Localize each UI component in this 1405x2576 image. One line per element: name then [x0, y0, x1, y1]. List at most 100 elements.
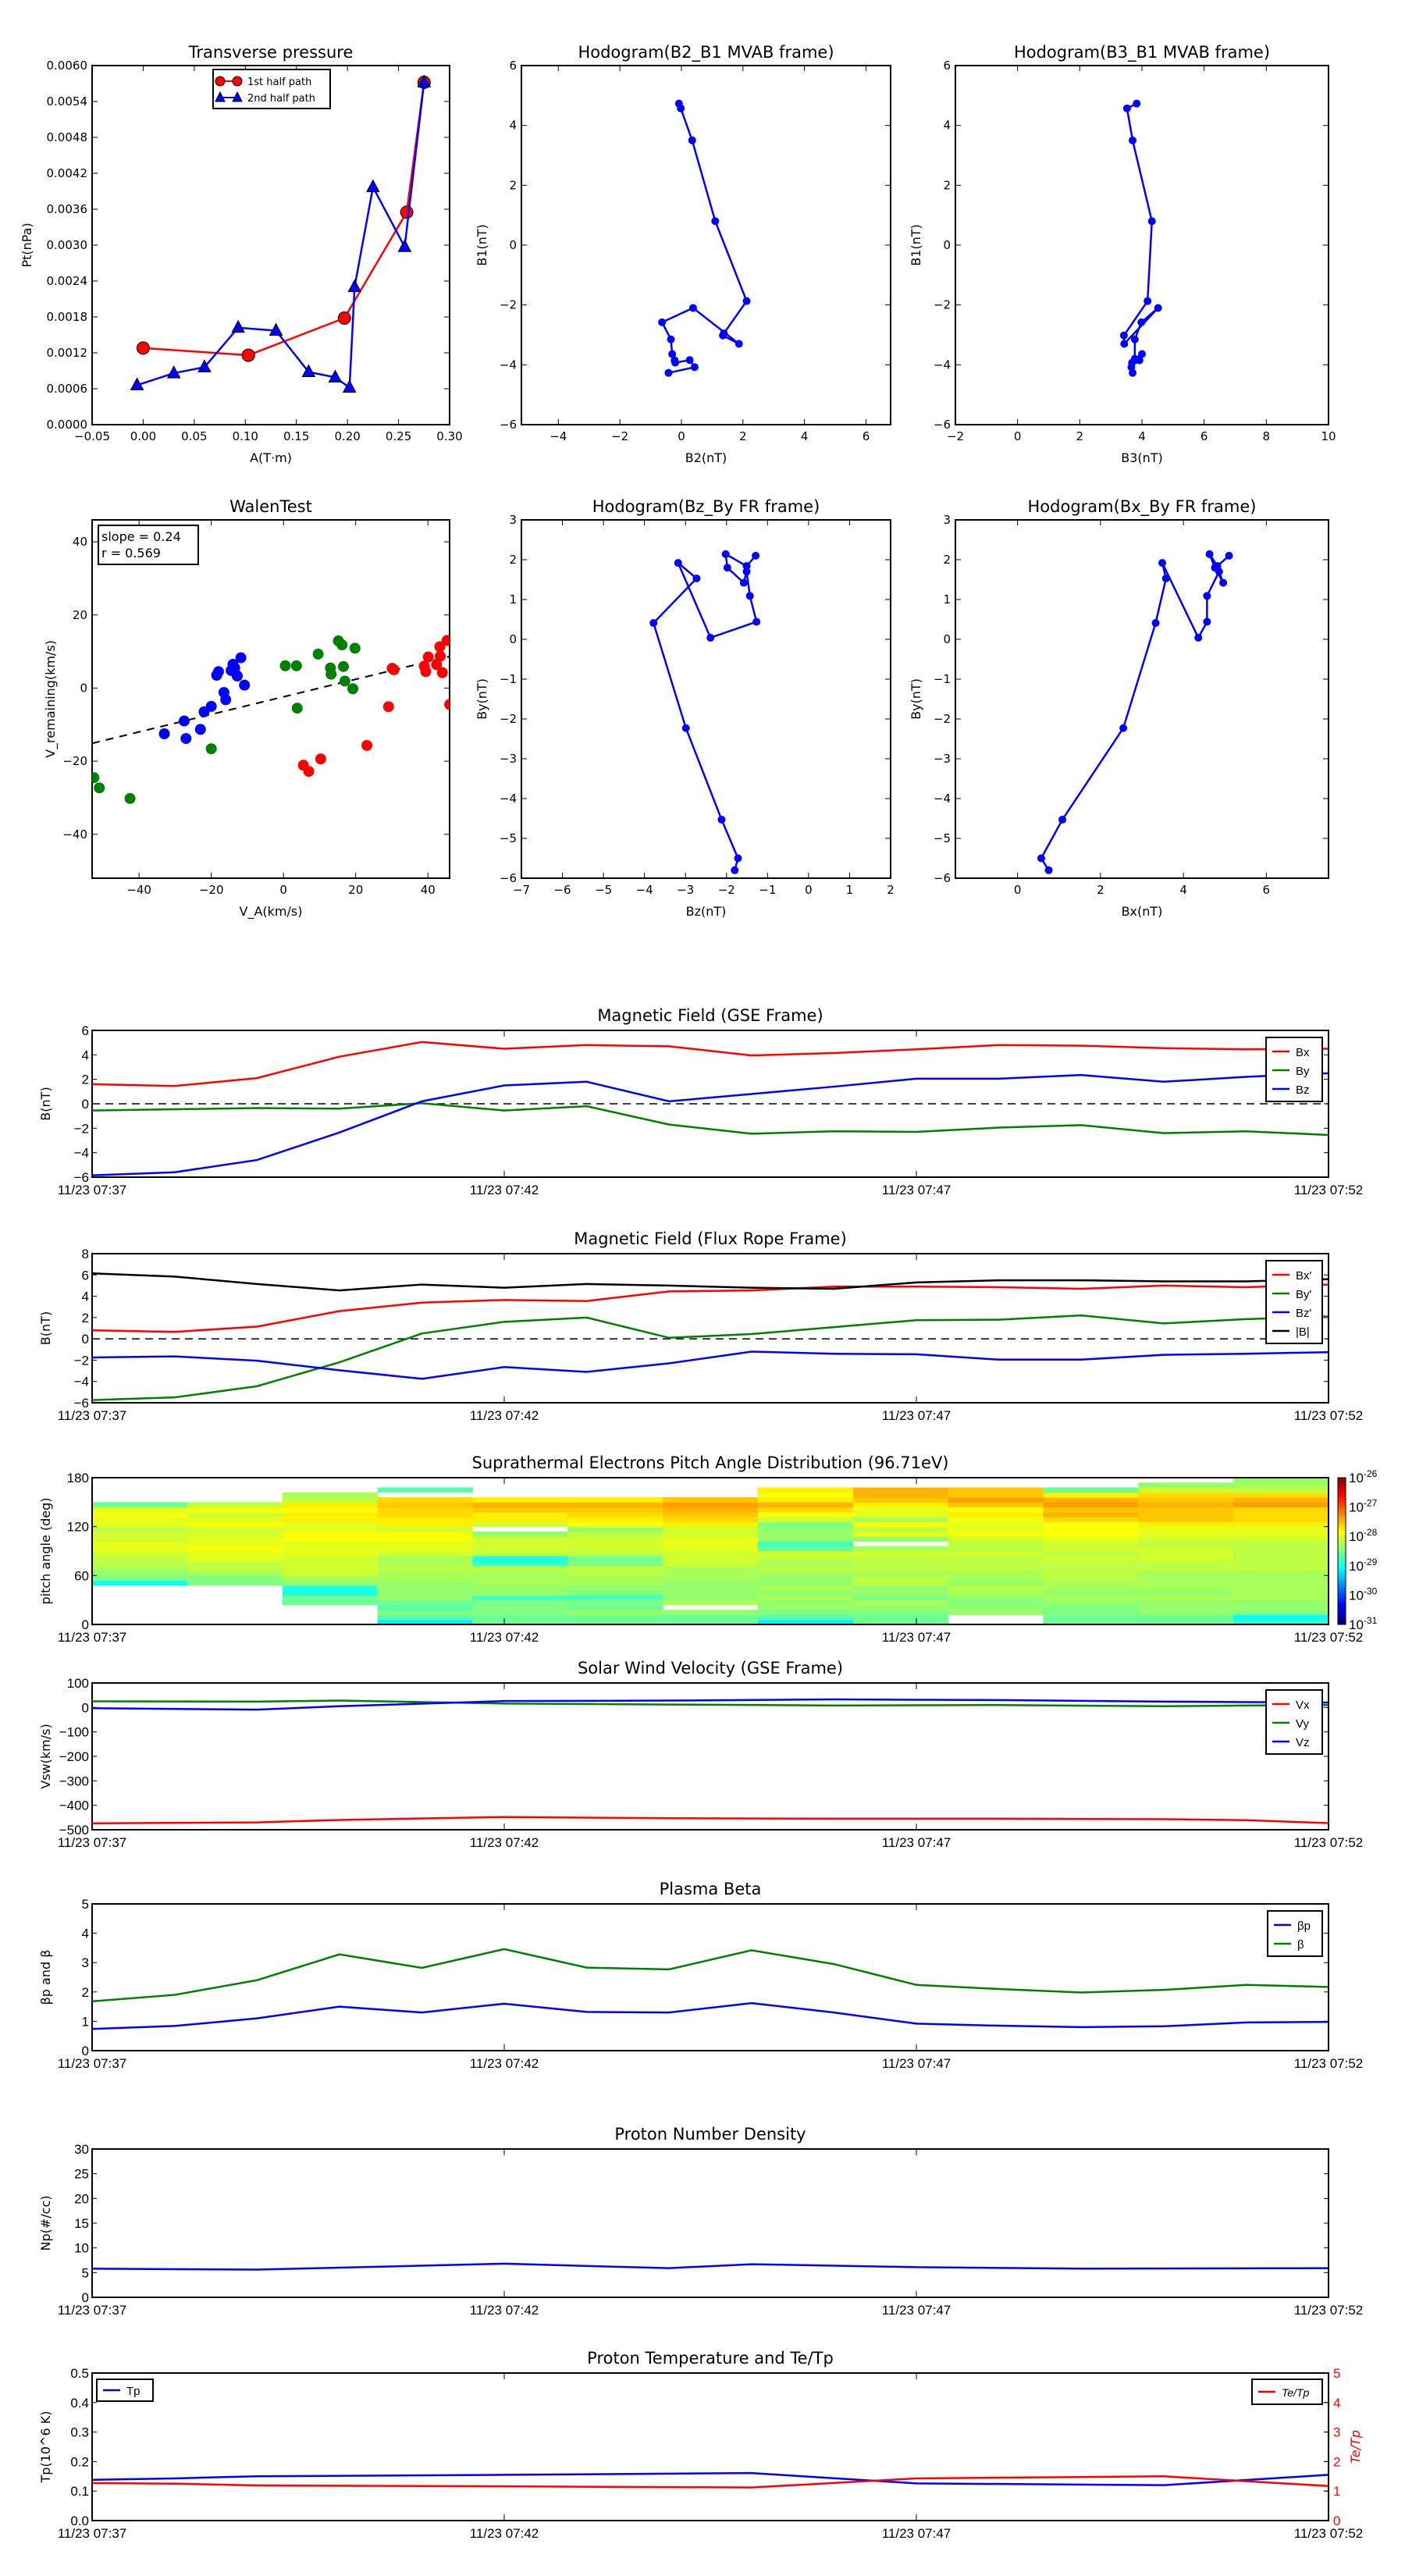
heatmap-cell — [1138, 1614, 1234, 1621]
y-tick-label: 3 — [82, 1955, 89, 1970]
dot-marker — [1138, 350, 1146, 358]
dot-marker — [1144, 297, 1152, 305]
x-tick-label: 11/23 07:52 — [1294, 1835, 1364, 1850]
y-tick-label: 0.0018 — [47, 310, 88, 324]
heatmap-cell — [377, 1595, 473, 1601]
heatmap-cell — [282, 1536, 379, 1542]
scatter-point-component-x — [205, 700, 217, 712]
x-axis-label: Bx(nT) — [1122, 904, 1163, 919]
heatmap-cell — [663, 1551, 759, 1557]
heatmap-cell — [757, 1546, 854, 1552]
heatmap-cell — [757, 1595, 854, 1601]
heatmap-cell — [282, 1575, 379, 1582]
y-tick-label: 4 — [82, 1048, 89, 1062]
heatmap-cell — [757, 1502, 854, 1508]
triangle-marker — [301, 364, 316, 378]
heatmap-cell — [1138, 1595, 1234, 1601]
chart-plasma-beta: 0 1 2 3 4 5 11/23 07:37 11/23 07:42 11/23 07:47 1… — [38, 1880, 1363, 2071]
chart-title: Plasma Beta — [660, 1880, 762, 1898]
heatmap-cell — [948, 1560, 1044, 1567]
heatmap-cell — [663, 1580, 759, 1586]
heatmap-cell — [1043, 1619, 1139, 1625]
heatmap-cell — [1138, 1482, 1234, 1489]
heatmap-cell — [948, 1531, 1044, 1537]
triangle-marker — [166, 365, 181, 379]
chart-magnetic-field-flux-rope: −6 −4 −2 0 2 4 6 8 11/23 07:37 11/23 07:42 11/23 0… — [38, 1229, 1363, 1423]
y-tick-label: −40 — [62, 827, 87, 841]
heatmap-cell — [92, 1531, 188, 1537]
scatter-point-component-y — [290, 660, 302, 671]
heatmap-cell — [757, 1580, 854, 1586]
plot-area — [92, 635, 450, 804]
dot-marker — [1119, 724, 1128, 732]
heatmap-cell — [1138, 1541, 1234, 1547]
colorbar-segment — [1338, 1551, 1346, 1554]
heatmap-cell — [472, 1614, 568, 1621]
heatmap-cell — [948, 1502, 1044, 1508]
y-tick-label: 0 — [509, 632, 517, 646]
dot-marker — [742, 568, 751, 576]
legend-label: Tp — [126, 2385, 140, 2398]
x-tick-label: 4 — [1138, 429, 1146, 443]
scatter-point-component-z — [315, 753, 326, 765]
colorbar-segment — [1338, 1511, 1346, 1515]
heatmap-cell — [567, 1614, 663, 1621]
heatmap-cell — [1138, 1599, 1234, 1606]
heatmap-cell — [757, 1492, 854, 1498]
dot-marker — [649, 619, 658, 628]
colorbar-segment — [1338, 1489, 1346, 1493]
chart-solar-wind-velocity: −500 −400 −300 −200 −100 0 100 11/23 07:37 11/23… — [38, 1659, 1363, 1850]
heatmap-cell — [1138, 1497, 1234, 1503]
x-tick-label: 11/23 07:47 — [882, 1408, 951, 1423]
colorbar-segment — [1338, 1604, 1346, 1608]
triangle-marker — [130, 377, 144, 390]
colorbar-segment — [1338, 1592, 1346, 1596]
x-tick-label: −40 — [126, 883, 151, 897]
scatter-point-component-y — [312, 648, 324, 660]
heatmap-cell — [377, 1556, 473, 1562]
scatter-point-component-z — [444, 699, 450, 710]
legend-marker — [215, 76, 226, 87]
y-tick-label: 0.2 — [70, 2454, 89, 2469]
plot-frame — [91, 1903, 1329, 2051]
y-tick-label: −2 — [74, 1121, 89, 1136]
y-tick-label: 100 — [67, 1676, 89, 1691]
heatmap-cell — [757, 1610, 854, 1616]
x-tick-label: −2 — [718, 883, 735, 897]
colorbar-segment — [1338, 1534, 1346, 1537]
triangle-marker — [269, 322, 283, 336]
plot-frame — [521, 65, 891, 425]
y-tick-label: −6 — [934, 871, 951, 885]
triangle-marker — [231, 319, 245, 333]
heatmap-cell — [1233, 1482, 1329, 1489]
y-tick-label: −4 — [500, 358, 517, 372]
x-tick-label: 11/23 07:37 — [58, 2056, 127, 2071]
heatmap-cell — [1233, 1560, 1329, 1567]
x-tick-label: 11/23 07:47 — [882, 1835, 951, 1850]
x-axis-label: B3(nT) — [1121, 450, 1163, 465]
plot-frame — [91, 1477, 1329, 1625]
y-axis-label: pitch angle (deg) — [38, 1497, 53, 1604]
colorbar-segment — [1338, 1556, 1346, 1559]
heatmap-cell — [567, 1560, 663, 1567]
dot-marker — [658, 318, 667, 326]
heatmap-cell — [757, 1604, 854, 1610]
heatmap-cell — [852, 1556, 949, 1562]
x-tick-label: 11/23 07:37 — [58, 2526, 127, 2541]
heatmap-cell — [1043, 1599, 1139, 1606]
legend-label: Bx — [1296, 1046, 1310, 1059]
heatmap-cell — [472, 1571, 568, 1576]
x-tick-label: 0.05 — [181, 429, 207, 443]
heatmap-cell — [1233, 1551, 1329, 1557]
chart-title: Magnetic Field (Flux Rope Frame) — [574, 1229, 847, 1248]
chart-hodogram-bz-by: −7 −6 −5 −4 −3 −2 −1 0 1 2−6−5−4−3−2−10123Hodogra… — [475, 497, 895, 919]
dot-marker — [723, 564, 731, 572]
y-tick-label: −6 — [500, 418, 517, 432]
heatmap-cell — [948, 1565, 1044, 1571]
heatmap-cell — [1233, 1565, 1329, 1571]
dot-marker — [674, 559, 682, 568]
dot-marker — [719, 331, 727, 340]
heatmap-cell — [92, 1511, 188, 1517]
series-line-|B| — [91, 1272, 1329, 1292]
colorbar-segment — [1338, 1567, 1346, 1571]
